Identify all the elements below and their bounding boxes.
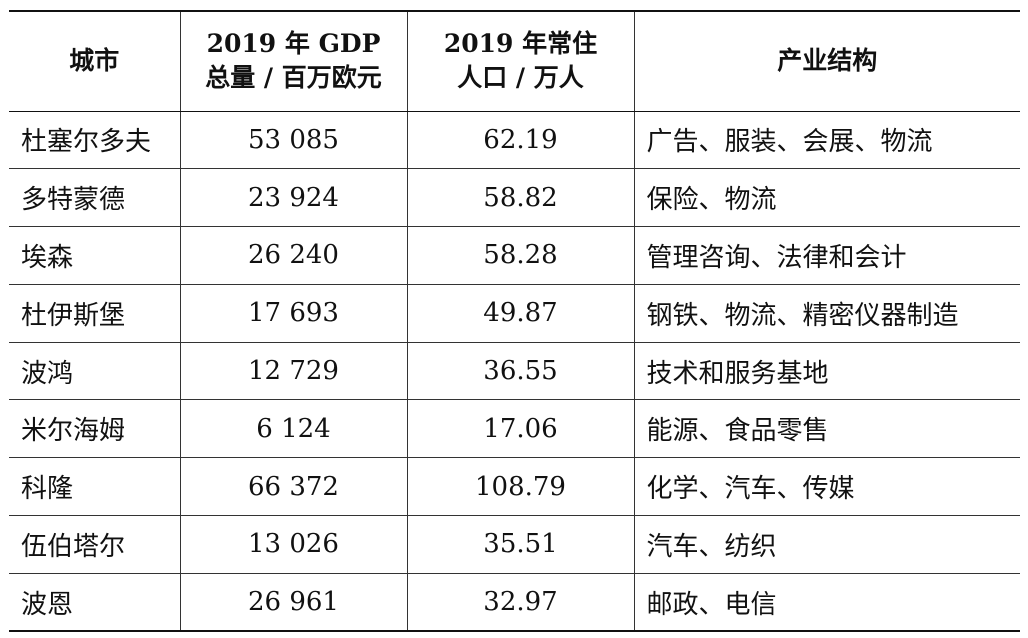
header-industry: 产业结构 (633, 10, 1020, 112)
cell-population: 49.87 (406, 284, 635, 343)
cell-industry: 钢铁、物流、精密仪器制造 (633, 284, 1020, 343)
cell-industry: 广告、服装、会展、物流 (633, 111, 1020, 170)
header-row: 城市 2019 年 GDP 总量 / 百万欧元 2019 年常住 人口 / 万人… (9, 10, 1020, 112)
table-header: 城市 2019 年 GDP 总量 / 百万欧元 2019 年常住 人口 / 万人… (9, 10, 1020, 112)
cell-industry: 保险、物流 (633, 168, 1020, 228)
cell-population: 58.82 (406, 168, 635, 228)
table-row: 波鸿 12 729 36.55 技术和服务基地 (9, 342, 1020, 401)
header-population-line1: 2019 年常住 (443, 29, 598, 59)
cell-city: 埃森 (9, 226, 181, 285)
cell-population: 32.97 (406, 573, 635, 633)
cell-gdp: 26 961 (179, 573, 408, 633)
table-row: 科隆 66 372 108.79 化学、汽车、传媒 (9, 457, 1020, 517)
cell-industry: 汽车、纺织 (633, 515, 1020, 574)
header-population-line2: 人口 / 万人 (457, 63, 584, 93)
cell-population: 108.79 (406, 457, 635, 517)
cell-gdp: 53 085 (179, 111, 408, 170)
cell-city: 米尔海姆 (9, 399, 181, 459)
cell-population: 36.55 (406, 342, 635, 401)
cell-population: 62.19 (406, 111, 635, 170)
cell-city: 波恩 (9, 573, 181, 633)
cell-gdp: 6 124 (179, 399, 408, 459)
cell-gdp: 26 240 (179, 226, 408, 285)
cell-gdp: 66 372 (179, 457, 408, 517)
cell-population: 35.51 (406, 515, 635, 574)
city-economy-table: 城市 2019 年 GDP 总量 / 百万欧元 2019 年常住 人口 / 万人… (9, 10, 1020, 633)
table-row: 杜塞尔多夫 53 085 62.19 广告、服装、会展、物流 (9, 111, 1020, 170)
cell-city: 科隆 (9, 457, 181, 517)
table-row: 杜伊斯堡 17 693 49.87 钢铁、物流、精密仪器制造 (9, 284, 1020, 343)
city-economy-table-wrapper: 城市 2019 年 GDP 总量 / 百万欧元 2019 年常住 人口 / 万人… (9, 10, 1020, 633)
table-row: 伍伯塔尔 13 026 35.51 汽车、纺织 (9, 515, 1020, 574)
header-gdp-line1: 2019 年 GDP (206, 29, 381, 59)
cell-industry: 邮政、电信 (633, 573, 1020, 633)
header-city: 城市 (9, 10, 181, 112)
cell-industry: 技术和服务基地 (633, 342, 1020, 401)
table-body: 杜塞尔多夫 53 085 62.19 广告、服装、会展、物流 多特蒙德 23 9… (9, 111, 1020, 633)
cell-gdp: 12 729 (179, 342, 408, 401)
header-gdp: 2019 年 GDP 总量 / 百万欧元 (179, 10, 408, 112)
cell-city: 多特蒙德 (9, 168, 181, 228)
cell-gdp: 17 693 (179, 284, 408, 343)
cell-city: 杜伊斯堡 (9, 284, 181, 343)
cell-population: 17.06 (406, 399, 635, 459)
table-row: 波恩 26 961 32.97 邮政、电信 (9, 573, 1020, 633)
table-row: 米尔海姆 6 124 17.06 能源、食品零售 (9, 399, 1020, 459)
cell-industry: 能源、食品零售 (633, 399, 1020, 459)
table-row: 多特蒙德 23 924 58.82 保险、物流 (9, 168, 1020, 228)
cell-city: 伍伯塔尔 (9, 515, 181, 574)
table-row: 埃森 26 240 58.28 管理咨询、法律和会计 (9, 226, 1020, 285)
cell-industry: 管理咨询、法律和会计 (633, 226, 1020, 285)
cell-population: 58.28 (406, 226, 635, 285)
cell-gdp: 13 026 (179, 515, 408, 574)
cell-gdp: 23 924 (179, 168, 408, 228)
cell-city: 波鸿 (9, 342, 181, 401)
cell-industry: 化学、汽车、传媒 (633, 457, 1020, 517)
header-gdp-line2: 总量 / 百万欧元 (205, 63, 382, 93)
cell-city: 杜塞尔多夫 (9, 111, 181, 170)
header-population: 2019 年常住 人口 / 万人 (406, 10, 635, 112)
